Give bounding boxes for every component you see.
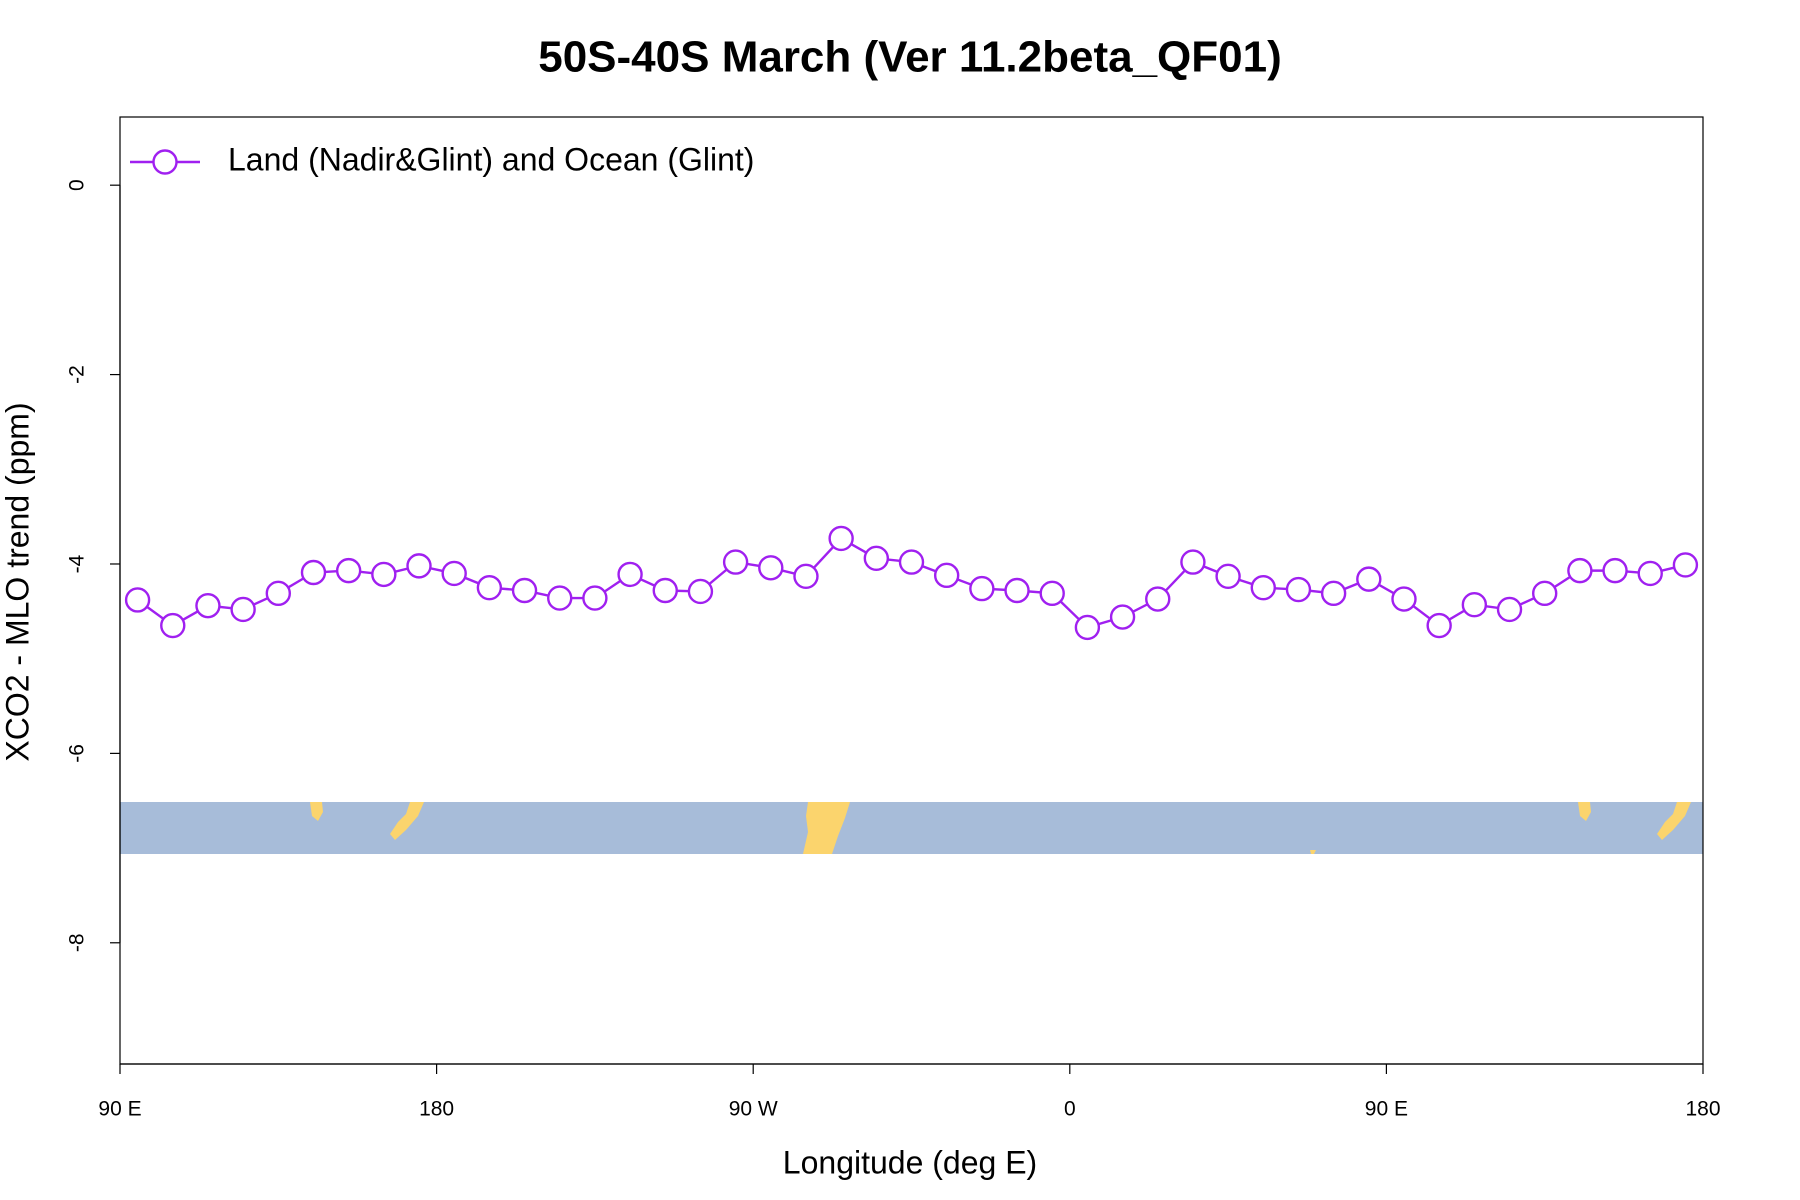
point xyxy=(265,580,291,607)
point xyxy=(687,578,714,605)
point xyxy=(652,577,678,604)
land xyxy=(310,802,323,821)
point xyxy=(1496,596,1523,623)
point xyxy=(1145,586,1171,612)
point xyxy=(828,525,854,552)
chart-title: 50S-40S March (Ver 11.2beta_QF01) xyxy=(538,33,1282,82)
point xyxy=(1004,577,1030,604)
point xyxy=(406,553,432,579)
y-tick-label: -6 xyxy=(66,744,89,763)
x-tick-label: 90 E xyxy=(98,1098,141,1121)
x-tick-label: 180 xyxy=(419,1098,454,1121)
point xyxy=(1039,580,1065,607)
point xyxy=(1531,580,1558,607)
point xyxy=(1602,557,1628,584)
point xyxy=(1672,552,1699,578)
point xyxy=(758,555,784,581)
point xyxy=(617,561,643,588)
point xyxy=(1320,580,1347,607)
point xyxy=(1109,604,1136,630)
plot-frame xyxy=(119,116,1704,1065)
point xyxy=(898,549,925,575)
point xyxy=(1426,612,1452,639)
point xyxy=(1180,549,1206,575)
point xyxy=(969,575,995,602)
y-tick-label: -4 xyxy=(66,554,89,573)
point xyxy=(511,577,538,604)
point xyxy=(1391,586,1417,612)
point xyxy=(793,563,819,589)
point xyxy=(547,585,573,611)
point xyxy=(230,596,256,623)
land xyxy=(1578,802,1591,821)
x-tick-label: 0 xyxy=(1064,1098,1076,1121)
point xyxy=(300,559,327,586)
point xyxy=(1074,614,1101,641)
x-axis-label: Longitude (deg E) xyxy=(783,1144,1037,1180)
point xyxy=(1215,563,1241,589)
point xyxy=(160,612,186,639)
point xyxy=(1461,592,1488,618)
land xyxy=(1657,802,1691,840)
point xyxy=(1250,574,1276,601)
land xyxy=(803,802,850,854)
point xyxy=(195,592,221,619)
point xyxy=(441,560,467,587)
legend-marker xyxy=(152,149,178,175)
legend-label: Land (Nadir&Glint) and Ocean (Glint) xyxy=(228,141,754,177)
point xyxy=(1567,557,1593,584)
y-axis-label: XCO2 - MLO trend (ppm) xyxy=(0,402,35,761)
ocean-band xyxy=(120,802,1703,854)
x-tick-label: 90 W xyxy=(729,1098,778,1121)
x-tick-label: 180 xyxy=(1685,1098,1720,1121)
point xyxy=(476,574,503,601)
point xyxy=(371,561,397,588)
point xyxy=(863,545,890,572)
y-tick-label: 0 xyxy=(66,179,89,191)
point xyxy=(1356,566,1382,592)
land xyxy=(390,802,424,840)
point xyxy=(335,557,362,584)
y-tick-label: -2 xyxy=(66,365,89,384)
point xyxy=(582,585,608,611)
point xyxy=(1637,560,1663,587)
point xyxy=(1285,576,1312,603)
point xyxy=(933,562,960,589)
map-strip xyxy=(120,802,1703,854)
point xyxy=(722,549,749,575)
land xyxy=(1310,850,1316,854)
y-tick-label: -8 xyxy=(66,933,89,952)
x-tick-label: 90 E xyxy=(1365,1098,1408,1121)
point xyxy=(124,587,151,613)
